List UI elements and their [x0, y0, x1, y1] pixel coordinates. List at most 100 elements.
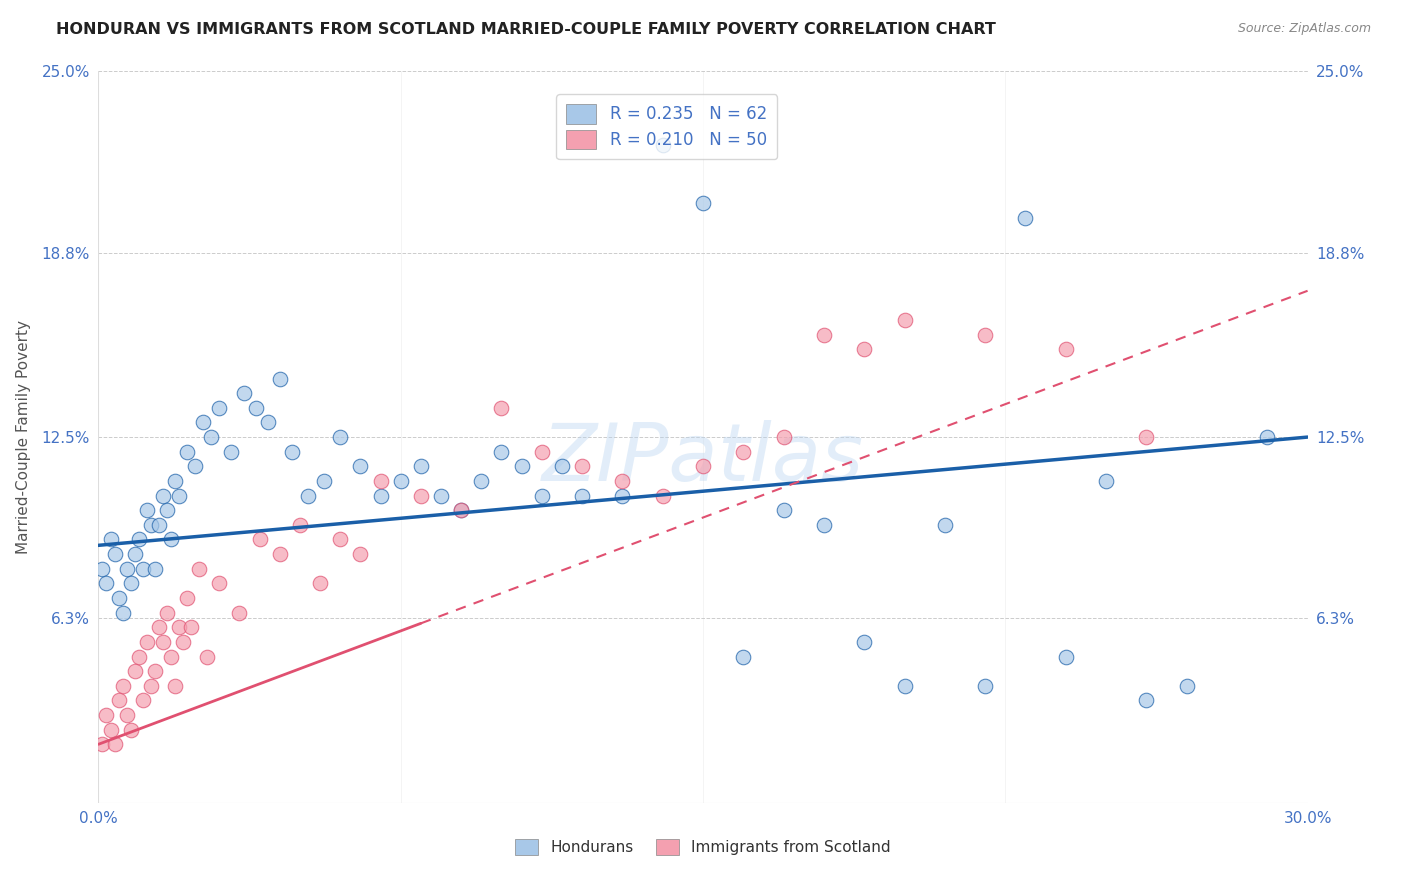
Point	[450, 503, 472, 517]
Point	[288, 517, 311, 532]
Point	[853, 635, 876, 649]
Point	[96, 576, 118, 591]
Point	[370, 474, 392, 488]
Point	[510, 459, 533, 474]
Point	[148, 517, 170, 532]
Point	[143, 664, 166, 678]
Point	[152, 635, 174, 649]
Point	[172, 635, 194, 649]
Point	[115, 708, 138, 723]
Point	[100, 533, 122, 547]
Point	[349, 547, 371, 561]
Point	[974, 679, 997, 693]
Point	[470, 474, 492, 488]
Point	[733, 444, 755, 458]
Point	[813, 517, 835, 532]
Point	[245, 401, 267, 415]
Point	[249, 533, 271, 547]
Point	[571, 459, 593, 474]
Point	[176, 591, 198, 605]
Point	[156, 606, 179, 620]
Point	[120, 576, 142, 591]
Point	[651, 137, 673, 152]
Point	[135, 503, 157, 517]
Point	[100, 723, 122, 737]
Point	[281, 444, 304, 458]
Point	[139, 517, 162, 532]
Point	[893, 313, 915, 327]
Point	[491, 444, 513, 458]
Point	[409, 489, 432, 503]
Point	[1054, 649, 1077, 664]
Point	[1256, 430, 1278, 444]
Point	[111, 679, 134, 693]
Point	[551, 459, 574, 474]
Point	[200, 430, 222, 444]
Point	[91, 562, 114, 576]
Point	[188, 562, 211, 576]
Point	[430, 489, 453, 503]
Point	[160, 649, 183, 664]
Point	[934, 517, 956, 532]
Point	[612, 489, 634, 503]
Point	[772, 430, 794, 444]
Point	[163, 474, 186, 488]
Point	[124, 547, 146, 561]
Point	[167, 489, 190, 503]
Point	[269, 371, 291, 385]
Point	[115, 562, 138, 576]
Point	[530, 489, 553, 503]
Point	[180, 620, 202, 634]
Point	[1175, 679, 1198, 693]
Point	[297, 489, 319, 503]
Point	[228, 606, 250, 620]
Point	[853, 343, 876, 357]
Point	[329, 430, 352, 444]
Point	[143, 562, 166, 576]
Point	[491, 401, 513, 415]
Point	[232, 386, 254, 401]
Point	[221, 444, 243, 458]
Point	[1135, 430, 1157, 444]
Text: HONDURAN VS IMMIGRANTS FROM SCOTLAND MARRIED-COUPLE FAMILY POVERTY CORRELATION C: HONDURAN VS IMMIGRANTS FROM SCOTLAND MAR…	[56, 22, 995, 37]
Point	[409, 459, 432, 474]
Point	[651, 489, 673, 503]
Point	[314, 474, 336, 488]
Point	[370, 489, 392, 503]
Point	[1135, 693, 1157, 707]
Point	[160, 533, 183, 547]
Point	[309, 576, 332, 591]
Text: Source: ZipAtlas.com: Source: ZipAtlas.com	[1237, 22, 1371, 36]
Point	[692, 459, 714, 474]
Point	[1014, 211, 1036, 225]
Point	[156, 503, 179, 517]
Point	[692, 196, 714, 211]
Point	[349, 459, 371, 474]
Point	[974, 327, 997, 342]
Point	[450, 503, 472, 517]
Point	[163, 679, 186, 693]
Point	[124, 664, 146, 678]
Point	[111, 606, 134, 620]
Point	[1095, 474, 1118, 488]
Legend: Hondurans, Immigrants from Scotland: Hondurans, Immigrants from Scotland	[509, 833, 897, 861]
Point	[612, 474, 634, 488]
Point	[139, 679, 162, 693]
Point	[389, 474, 412, 488]
Point	[329, 533, 352, 547]
Point	[193, 416, 215, 430]
Point	[176, 444, 198, 458]
Point	[132, 693, 155, 707]
Y-axis label: Married-Couple Family Poverty: Married-Couple Family Poverty	[15, 320, 31, 554]
Point	[103, 547, 125, 561]
Point	[128, 533, 150, 547]
Point	[132, 562, 155, 576]
Point	[148, 620, 170, 634]
Point	[571, 489, 593, 503]
Point	[91, 737, 114, 751]
Point	[208, 576, 231, 591]
Point	[184, 459, 207, 474]
Point	[135, 635, 157, 649]
Point	[152, 489, 174, 503]
Point	[195, 649, 218, 664]
